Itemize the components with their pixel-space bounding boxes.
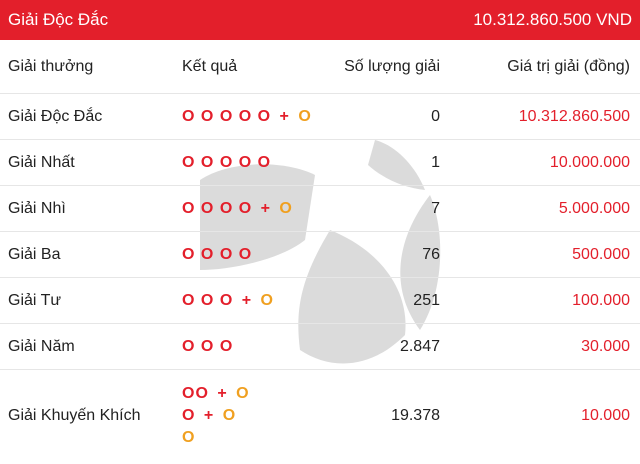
table-row: Giải Nhì O O O O + O 7 5.000.000 <box>0 186 640 232</box>
ball: O <box>238 153 253 171</box>
ball: O <box>200 107 215 125</box>
ball: O <box>182 407 196 424</box>
prize-count: 0 <box>431 107 440 125</box>
prize-value: 10.000 <box>581 407 630 424</box>
header-jackpot: 10.312.860.500 VND <box>473 10 632 29</box>
result-balls: O O O <box>182 338 233 356</box>
bonus-ball: O <box>298 107 312 125</box>
ball: O <box>257 107 272 125</box>
ball: O <box>195 385 209 402</box>
ball: O <box>200 199 215 217</box>
result-line: OO + O <box>182 385 250 403</box>
prize-count: 2.847 <box>399 337 440 355</box>
ball: O <box>219 199 234 217</box>
col-value-header: Giá trị giải (đồng) <box>507 57 630 75</box>
table-row: Giải Tư O O O + O 251 100.000 <box>0 278 640 324</box>
prize-name: Giải Độc Đắc <box>8 107 103 125</box>
col-prize-header: Giải thưởng <box>8 57 94 75</box>
prize-value: 500.000 <box>572 245 630 263</box>
col-result-header: Kết quả <box>182 57 238 75</box>
prize-value: 100.000 <box>572 291 630 309</box>
plus-sign: + <box>260 199 271 217</box>
ball: O <box>182 107 196 125</box>
results-table: Giải thưởng Kết quả Số lượng giải Giá tr… <box>0 40 640 462</box>
ball: O <box>182 153 196 171</box>
col-count-header: Số lượng giải <box>344 57 440 75</box>
ball: O <box>182 385 196 402</box>
ball: O <box>219 291 234 309</box>
result-balls: OO + O O + O O <box>182 385 250 447</box>
ball: O <box>182 337 196 355</box>
ball: O <box>200 245 215 263</box>
prize-name: Giải Nhì <box>8 199 66 217</box>
ball: O <box>182 245 196 263</box>
result-line: O + O <box>182 407 250 425</box>
ball: O <box>238 199 253 217</box>
prize-value: 5.000.000 <box>558 199 630 217</box>
plus-sign: + <box>241 291 253 309</box>
table-row: Giải Khuyến Khích OO + O O + O O 19.378 … <box>0 370 640 462</box>
prize-name: Giải Nhất <box>8 153 75 171</box>
header-title: Giải Độc Đắc <box>8 10 109 29</box>
ball: O <box>219 337 234 355</box>
ball: O <box>200 153 215 171</box>
plus-sign: + <box>279 107 290 125</box>
ball: O <box>182 199 196 217</box>
table-row: Giải Độc Đắc O O O O O + O 0 10.312.860.… <box>0 94 640 140</box>
table-row: Giải Ba O O O O 76 500.000 <box>0 232 640 278</box>
ball: O <box>200 291 215 309</box>
result-balls: O O O + O <box>182 292 274 310</box>
prize-value: 30.000 <box>581 337 630 355</box>
prize-count: 7 <box>431 199 440 217</box>
result-balls: O O O O O + O <box>182 108 312 126</box>
ball: O <box>238 107 253 125</box>
ball: O <box>182 291 196 309</box>
prize-name: Giải Khuyến Khích <box>8 407 141 424</box>
prize-count: 76 <box>422 245 440 263</box>
prize-value: 10.000.000 <box>549 153 630 171</box>
result-line: O <box>182 429 250 447</box>
prize-count: 251 <box>413 291 440 309</box>
table-row: Giải Nhất O O O O O 1 10.000.000 <box>0 140 640 186</box>
table-row: Giải Năm O O O 2.847 30.000 <box>0 324 640 370</box>
result-balls: O O O O O <box>182 154 271 172</box>
header-bar: Giải Độc Đắc 10.312.860.500 VND <box>0 0 640 40</box>
plus-sign: + <box>217 385 228 402</box>
prize-name: Giải Năm <box>8 337 75 355</box>
prize-value: 10.312.860.500 <box>518 107 630 125</box>
ball: O <box>238 245 253 263</box>
bonus-ball: O <box>222 407 237 424</box>
result-balls: O O O O <box>182 246 252 264</box>
ball: O <box>200 337 215 355</box>
bonus-ball: O <box>182 429 196 446</box>
prize-count: 1 <box>431 153 440 171</box>
bonus-ball: O <box>260 291 274 309</box>
prize-count: 19.378 <box>391 407 440 424</box>
ball: O <box>219 153 234 171</box>
result-balls: O O O O + O <box>182 200 293 218</box>
ball: O <box>257 153 272 171</box>
bonus-ball: O <box>279 199 293 217</box>
ball: O <box>219 107 234 125</box>
table-header-row: Giải thưởng Kết quả Số lượng giải Giá tr… <box>0 40 640 94</box>
prize-name: Giải Ba <box>8 245 61 263</box>
plus-sign: + <box>203 407 215 424</box>
bonus-ball: O <box>236 385 250 402</box>
ball: O <box>219 245 234 263</box>
prize-name: Giải Tư <box>8 291 62 309</box>
